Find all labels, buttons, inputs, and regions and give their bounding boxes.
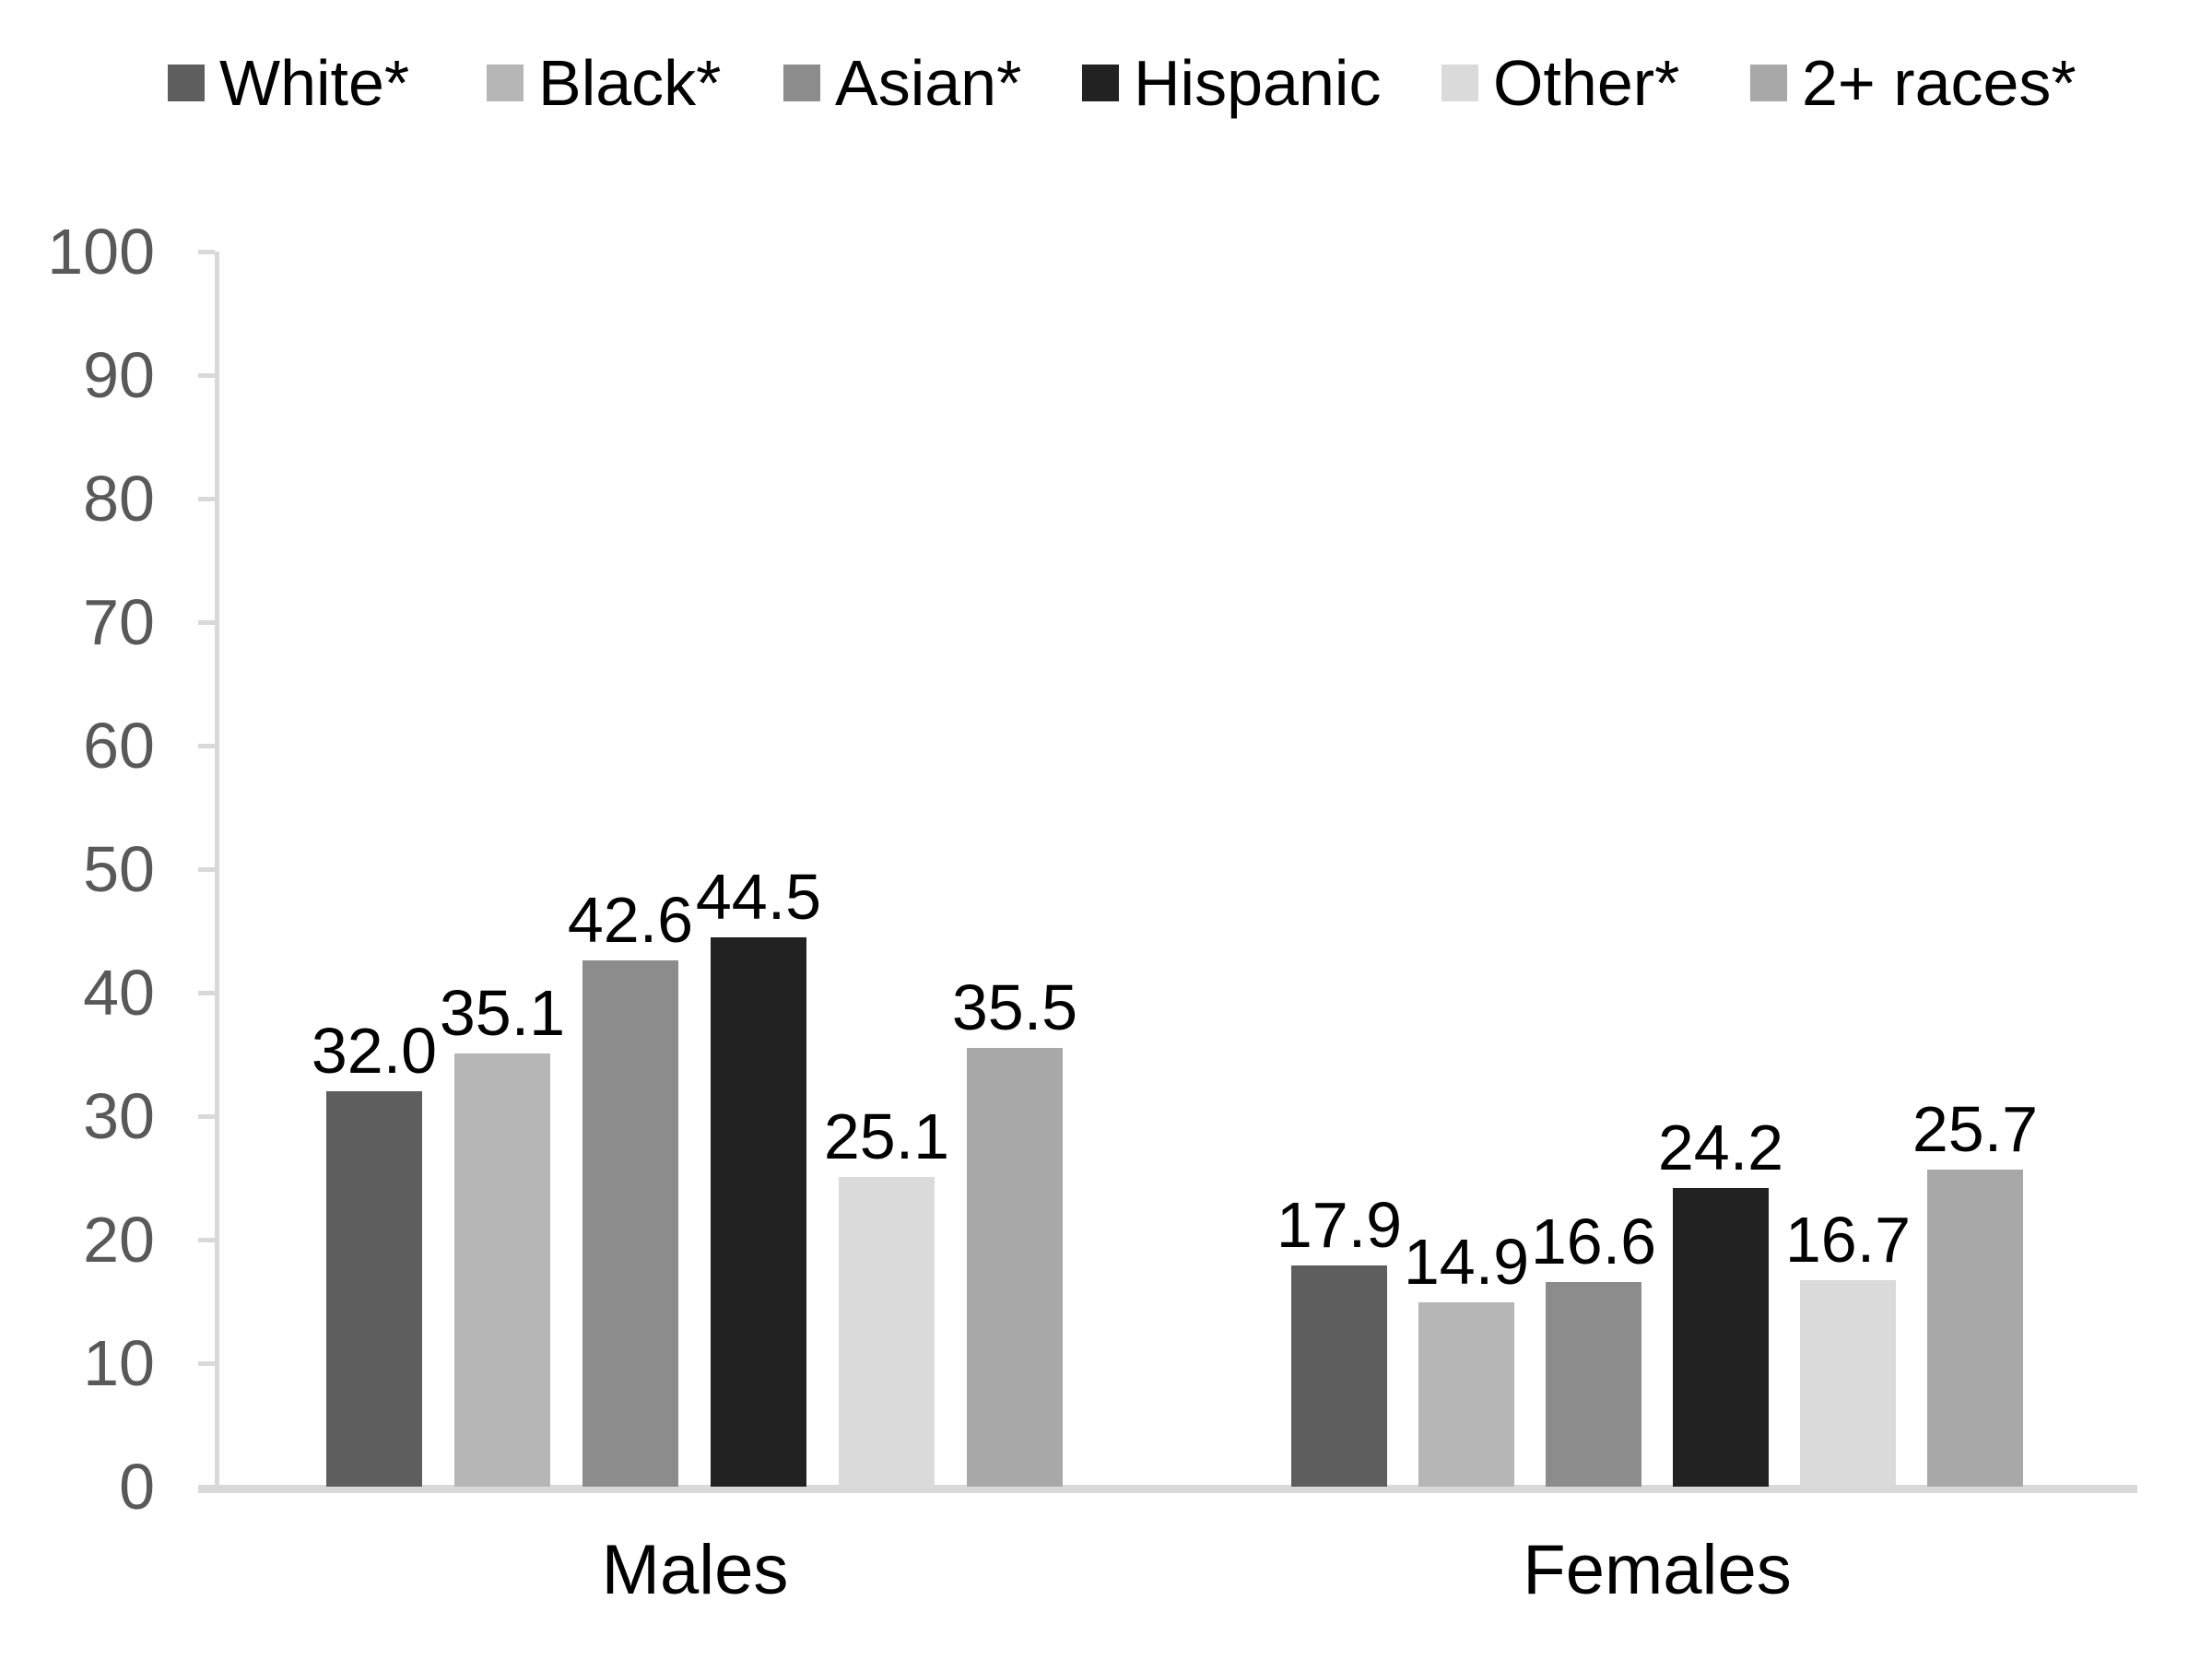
bar-value-label: 25.7 (1912, 1092, 2039, 1165)
y-axis-tick-label: 70 (83, 586, 155, 658)
bar-value-label: 16.7 (1784, 1204, 1912, 1277)
bar-value-label: 35.5 (951, 971, 1078, 1044)
legend-item-white: White* (168, 48, 409, 118)
legend-item-asian: Asian* (783, 48, 1021, 118)
y-axis-tick (198, 1484, 215, 1489)
y-axis-tick-label: 20 (83, 1204, 155, 1276)
bar-females-black (1418, 1302, 1514, 1487)
bar-females-hispanic (1673, 1187, 1769, 1487)
y-axis-tick (198, 372, 215, 378)
bar-value-label: 17.9 (1276, 1189, 1403, 1262)
y-axis-tick-label: 100 (47, 216, 155, 288)
legend-item-black: Black* (487, 48, 721, 118)
bar-value-label: 42.6 (567, 884, 694, 957)
bar-males-asian (582, 960, 678, 1487)
bar-males-white (326, 1091, 422, 1487)
legend-label: Asian* (835, 47, 1022, 119)
bar-value-label: 25.1 (823, 1100, 950, 1172)
bar-value-label: 44.5 (695, 860, 822, 933)
legend-swatch-asian (783, 65, 820, 101)
x-axis-line (198, 1485, 2137, 1493)
legend-item-2plus-races: 2+ races* (1750, 48, 2077, 118)
legend-swatch-black (487, 65, 524, 101)
y-axis-tick (198, 743, 215, 748)
bar-females-asian (1546, 1281, 1641, 1487)
y-axis-tick (198, 990, 215, 995)
legend-label: Hispanic (1134, 47, 1382, 119)
y-axis-tick-label: 80 (83, 463, 155, 535)
x-axis-label-males: Males (601, 1531, 789, 1609)
y-axis-tick (198, 249, 215, 254)
legend-item-other: Other* (1441, 48, 1679, 118)
y-axis-line (215, 252, 219, 1487)
bar-males-hispanic (711, 936, 806, 1487)
bar-value-label: 14.9 (1403, 1226, 1530, 1299)
y-axis-tick-label: 30 (83, 1080, 155, 1152)
bar-value-label: 32.0 (311, 1015, 438, 1088)
legend-label: Black* (538, 47, 722, 119)
y-axis-tick (198, 1360, 215, 1366)
y-axis-tick (198, 866, 215, 872)
bar-males-black (454, 1053, 550, 1487)
bar-value-label: 24.2 (1657, 1111, 1784, 1183)
legend-label: White* (219, 47, 410, 119)
bar-females-2-races (1927, 1169, 2023, 1487)
y-axis-tick-label: 40 (83, 957, 155, 1029)
y-axis-tick-label: 60 (83, 710, 155, 782)
legend-label: 2+ races* (1802, 47, 2077, 119)
legend-swatch-other (1441, 65, 1478, 101)
bar-females-white (1291, 1265, 1387, 1487)
y-axis-tick-label: 10 (83, 1327, 155, 1399)
y-axis-tick-label: 90 (83, 339, 155, 411)
y-axis-tick (198, 1113, 215, 1119)
y-axis-tick-label: 0 (119, 1451, 155, 1523)
legend-swatch-2plus-races (1750, 65, 1787, 101)
bar-males-other (839, 1176, 935, 1487)
x-axis-label-females: Females (1523, 1531, 1792, 1609)
y-axis-tick (198, 619, 215, 625)
legend-swatch-white (168, 65, 205, 101)
legend-label: Other* (1493, 47, 1680, 119)
legend-item-hispanic: Hispanic (1082, 48, 1381, 118)
y-axis-tick (198, 1237, 215, 1242)
y-axis-tick-label: 50 (83, 833, 155, 905)
bar-males-2-races (967, 1048, 1063, 1487)
y-axis-tick (198, 496, 215, 501)
bar-females-other (1800, 1280, 1896, 1487)
bar-value-label: 35.1 (439, 976, 566, 1049)
bar-value-label: 16.6 (1530, 1205, 1657, 1277)
plot-area: 32.0 35.1 42.6 44.5 25.1 35.5 17.9 14.9 16.6 24.2… (198, 249, 2142, 1493)
legend-swatch-hispanic (1082, 65, 1119, 101)
